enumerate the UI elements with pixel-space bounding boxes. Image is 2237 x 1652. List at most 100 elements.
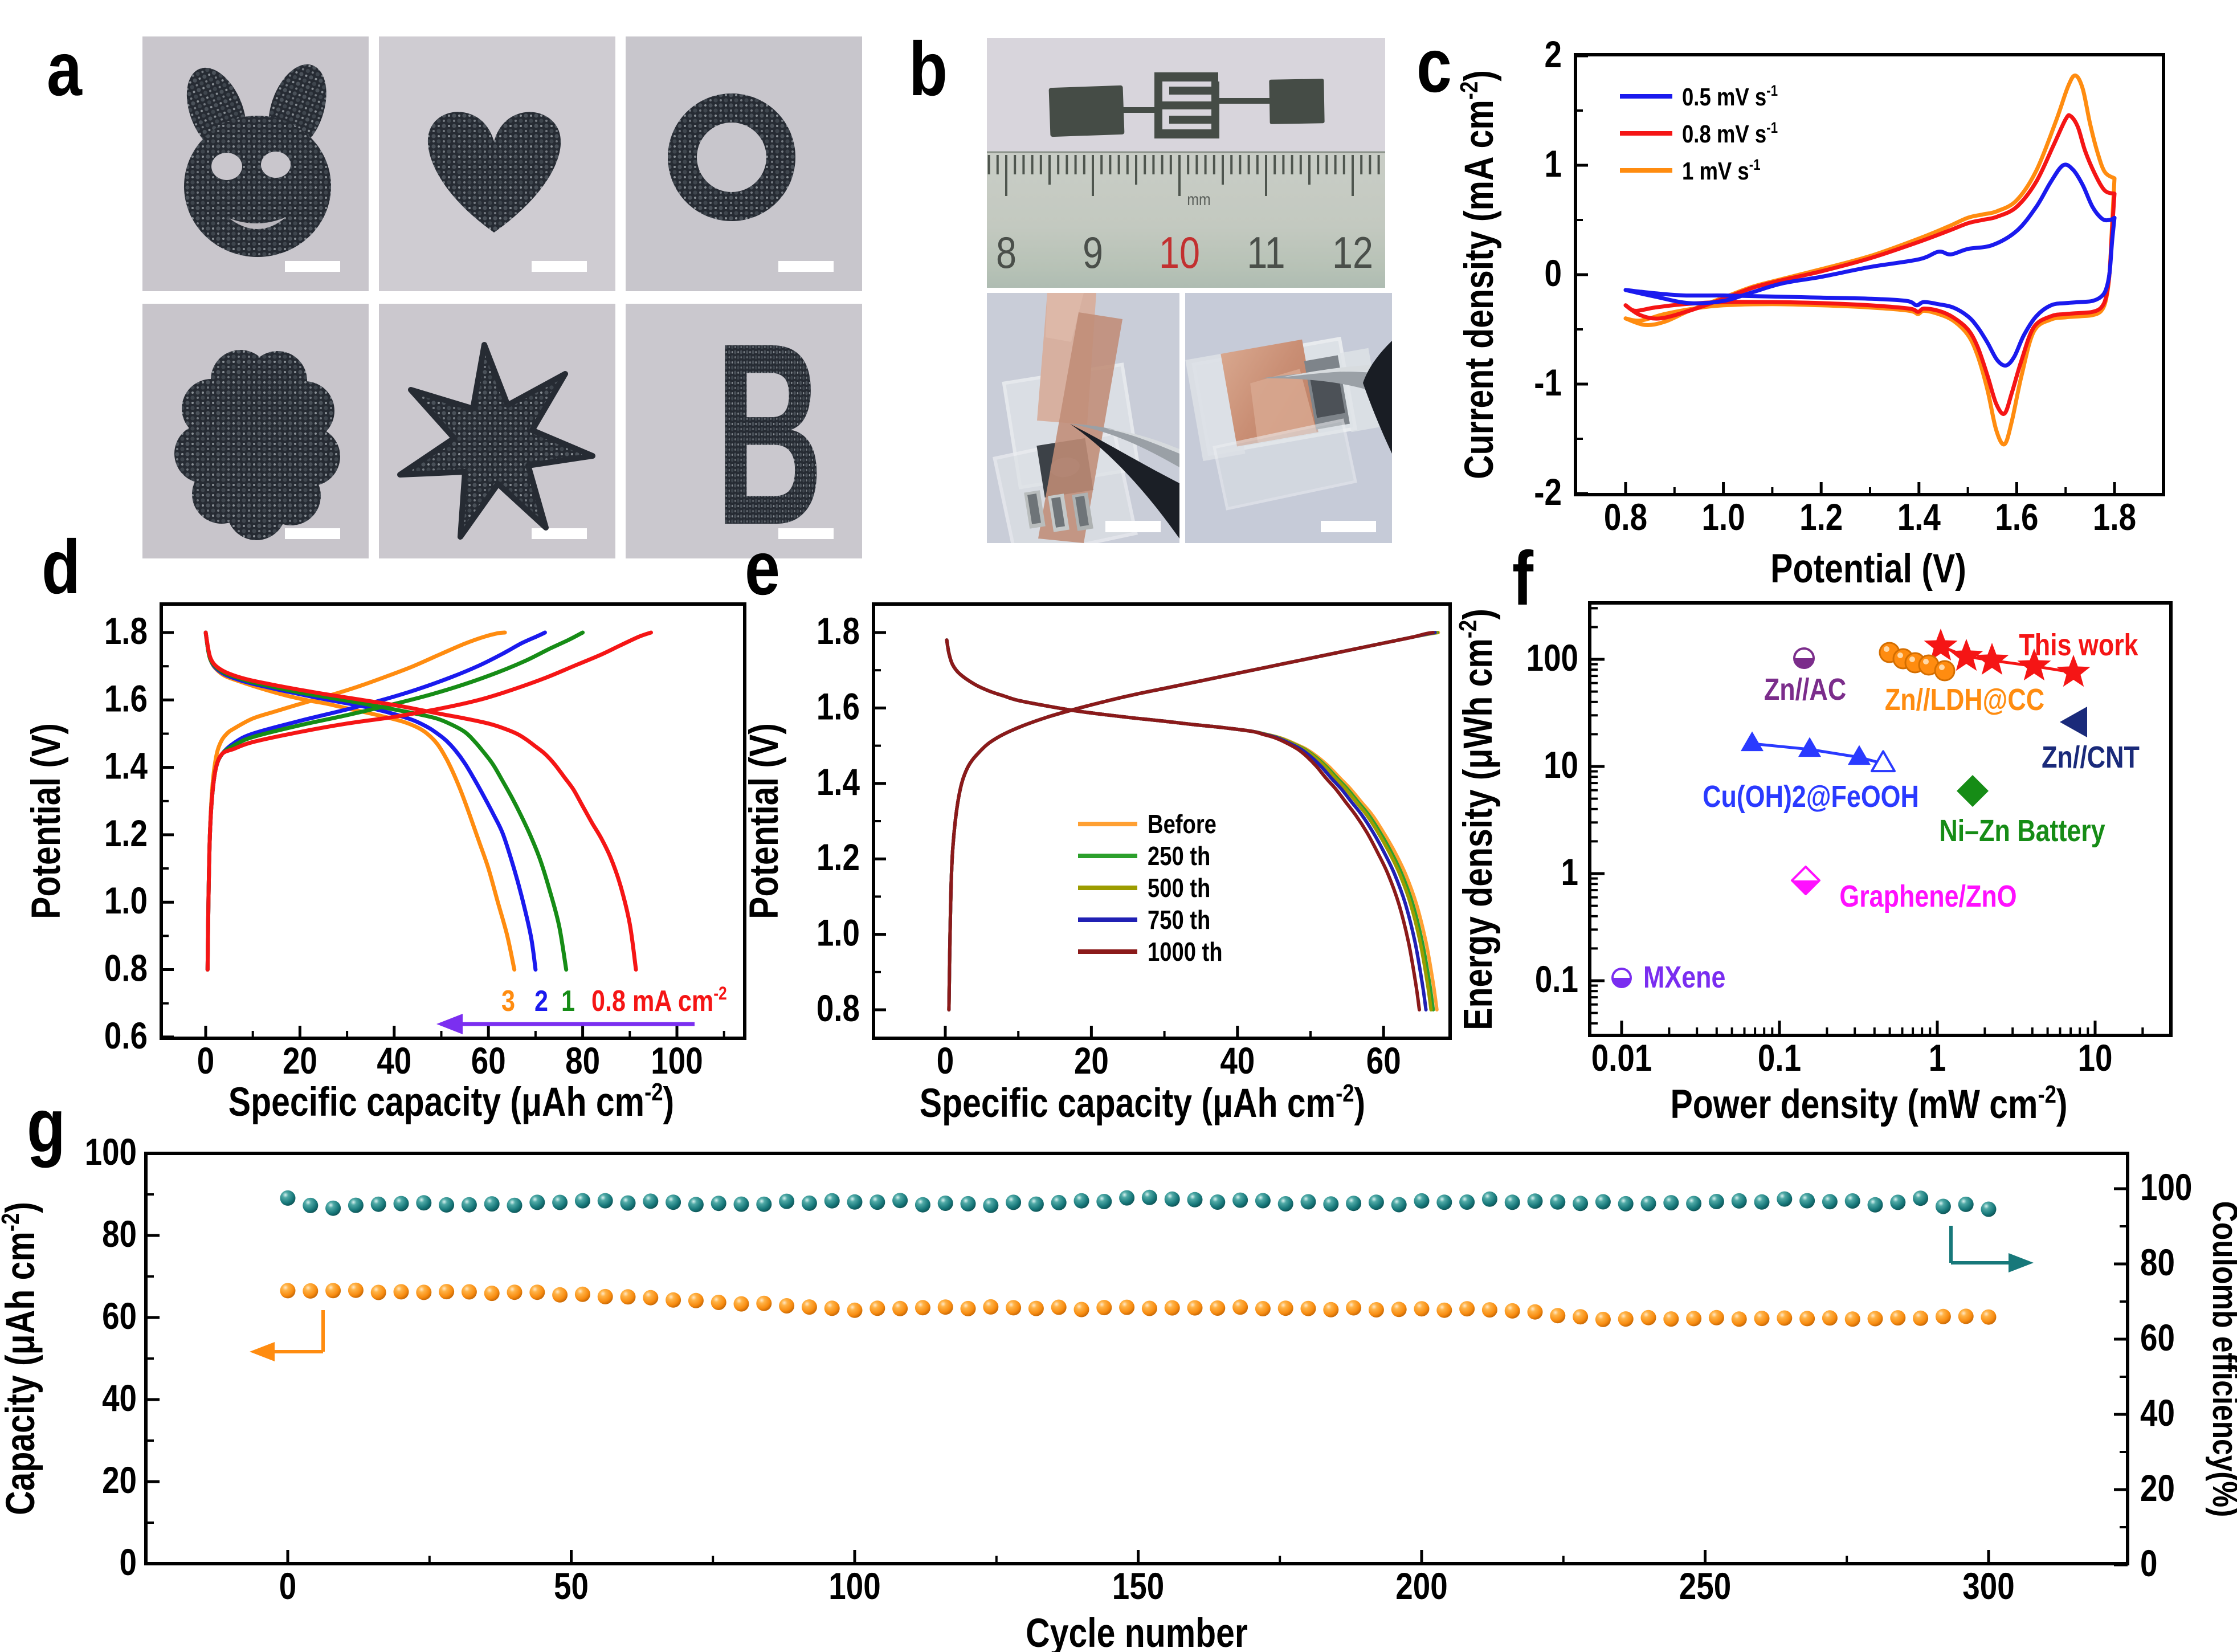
svg-text:1.6: 1.6	[1995, 496, 2038, 538]
svg-text:1: 1	[1561, 851, 1578, 893]
svg-text:150: 150	[1112, 1565, 1164, 1607]
svg-text:c: c	[1417, 23, 1452, 108]
svg-text:mm: mm	[1187, 190, 1210, 209]
svg-text:Cycle number: Cycle number	[1026, 1610, 1248, 1652]
svg-text:3: 3	[501, 985, 515, 1018]
svg-text:10: 10	[1544, 744, 1578, 786]
svg-text:a: a	[47, 27, 83, 112]
svg-text:1.6: 1.6	[817, 686, 860, 728]
svg-text:1.2: 1.2	[817, 836, 860, 878]
svg-text:Cu(OH)2@FeOOH: Cu(OH)2@FeOOH	[1703, 779, 1919, 814]
svg-text:1: 1	[1929, 1037, 1946, 1079]
svg-text:Before: Before	[1148, 810, 1217, 839]
svg-text:100: 100	[85, 1131, 137, 1173]
svg-text:2: 2	[1545, 33, 1562, 75]
svg-text:80: 80	[102, 1213, 137, 1255]
svg-text:Graphene/ZnO: Graphene/ZnO	[1839, 879, 2016, 913]
svg-text:9: 9	[1083, 228, 1103, 278]
svg-text:0.8: 0.8	[104, 947, 148, 989]
svg-text:-2: -2	[1534, 471, 1562, 513]
svg-text:250 th: 250 th	[1148, 842, 1210, 871]
svg-text:1.4: 1.4	[817, 761, 860, 803]
svg-text:0: 0	[120, 1541, 137, 1583]
svg-text:0.8 mV s-1: 0.8 mV s-1	[1682, 120, 1778, 148]
svg-text:1.8: 1.8	[817, 610, 860, 652]
svg-text:80: 80	[2140, 1241, 2175, 1283]
svg-text:Potential (V): Potential (V)	[23, 723, 68, 919]
svg-text:1000 th: 1000 th	[1148, 937, 1223, 966]
svg-text:f: f	[1512, 536, 1534, 621]
svg-text:0: 0	[937, 1039, 954, 1082]
svg-text:750 th: 750 th	[1148, 905, 1210, 935]
svg-text:Coulomb efficiency(%): Coulomb efficiency(%)	[2205, 1201, 2237, 1518]
svg-text:100: 100	[1526, 637, 1578, 679]
svg-text:1.8: 1.8	[104, 610, 148, 652]
svg-text:Capacity (μAh cm-2): Capacity (μAh cm-2)	[0, 1202, 43, 1515]
svg-text:Zn//AC: Zn//AC	[1764, 672, 1846, 707]
svg-text:12: 12	[1332, 228, 1373, 278]
svg-text:Zn//LDH@CC: Zn//LDH@CC	[1885, 682, 2044, 717]
svg-text:Specific capacity (μAh cm-2): Specific capacity (μAh cm-2)	[920, 1079, 1365, 1125]
svg-text:1: 1	[561, 985, 575, 1018]
svg-text:0.1: 0.1	[1535, 958, 1578, 1000]
svg-text:Potential (V): Potential (V)	[741, 723, 786, 919]
svg-text:Ni–Zn Battery: Ni–Zn Battery	[1939, 813, 2105, 848]
svg-text:g: g	[27, 1083, 66, 1168]
svg-text:b: b	[909, 27, 948, 112]
svg-text:0.8: 0.8	[817, 987, 860, 1029]
svg-text:1 mV s-1: 1 mV s-1	[1682, 157, 1761, 185]
svg-text:60: 60	[2140, 1316, 2175, 1359]
svg-text:MXene: MXene	[1643, 960, 1725, 994]
svg-text:0: 0	[1545, 252, 1562, 294]
svg-text:-1: -1	[1534, 361, 1562, 403]
svg-text:100: 100	[651, 1039, 703, 1082]
svg-text:1.0: 1.0	[1702, 496, 1745, 538]
svg-text:e: e	[745, 526, 780, 611]
svg-text:Power density (mW cm-2): Power density (mW cm-2)	[1670, 1080, 2067, 1127]
svg-text:Current density (mA cm-2): Current density (mA cm-2)	[1455, 70, 1501, 479]
svg-text:0: 0	[2140, 1542, 2157, 1584]
svg-text:100: 100	[828, 1565, 880, 1607]
svg-text:1.2: 1.2	[1799, 496, 1843, 538]
svg-text:50: 50	[554, 1565, 589, 1607]
svg-text:300: 300	[1962, 1565, 2014, 1607]
svg-text:d: d	[42, 525, 80, 610]
svg-text:40: 40	[1220, 1039, 1255, 1082]
svg-text:100: 100	[2140, 1166, 2192, 1208]
svg-text:1.8: 1.8	[2093, 496, 2136, 538]
svg-text:Specific capacity (μAh cm-2): Specific capacity (μAh cm-2)	[228, 1078, 674, 1124]
svg-text:40: 40	[377, 1039, 411, 1082]
svg-text:0.01: 0.01	[1591, 1037, 1652, 1079]
svg-text:60: 60	[471, 1039, 506, 1082]
svg-text:200: 200	[1395, 1565, 1447, 1607]
svg-text:1.4: 1.4	[1897, 496, 1941, 538]
svg-text:This work: This work	[2019, 627, 2138, 662]
svg-text:0.6: 0.6	[104, 1014, 148, 1057]
svg-text:Potential (V): Potential (V)	[1770, 546, 1966, 591]
svg-text:500 th: 500 th	[1148, 874, 1210, 903]
svg-text:1.6: 1.6	[104, 677, 148, 719]
svg-text:0: 0	[279, 1565, 296, 1607]
svg-text:11: 11	[1247, 228, 1285, 278]
svg-text:1.2: 1.2	[104, 812, 148, 854]
svg-text:0: 0	[197, 1039, 214, 1082]
svg-text:60: 60	[1366, 1039, 1401, 1082]
svg-text:40: 40	[2140, 1392, 2175, 1434]
svg-text:B: B	[715, 289, 824, 579]
svg-text:8: 8	[996, 228, 1017, 278]
svg-text:20: 20	[1074, 1039, 1109, 1082]
svg-text:10: 10	[2078, 1037, 2113, 1079]
svg-text:0.8: 0.8	[1604, 496, 1647, 538]
svg-text:Zn//CNT: Zn//CNT	[2042, 740, 2140, 774]
svg-text:1.0: 1.0	[104, 879, 148, 921]
svg-text:20: 20	[102, 1459, 137, 1501]
svg-text:1.0: 1.0	[817, 912, 860, 954]
svg-text:20: 20	[283, 1039, 317, 1082]
svg-text:2: 2	[534, 985, 548, 1018]
svg-text:10: 10	[1159, 228, 1200, 278]
svg-text:Energy density (μWh cm-2): Energy density (μWh cm-2)	[1454, 609, 1500, 1030]
svg-text:1: 1	[1545, 142, 1562, 185]
svg-text:20: 20	[2140, 1467, 2175, 1509]
svg-text:0.1: 0.1	[1758, 1037, 1801, 1079]
svg-text:1.4: 1.4	[104, 745, 148, 787]
